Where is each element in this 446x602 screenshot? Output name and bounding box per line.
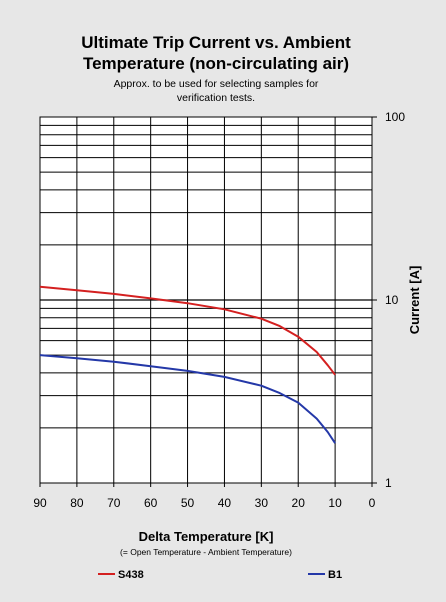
x-tick-label: 40 [218, 496, 232, 510]
legend-label-b1: B1 [328, 569, 342, 581]
series-line-b1 [39, 354, 336, 444]
y-tick-label: 10 [385, 293, 399, 307]
x-tick-label: 0 [369, 496, 376, 510]
series-line-s438 [39, 285, 336, 376]
legend: S438 B1 [98, 569, 342, 581]
x-tick-label: 20 [292, 496, 306, 510]
chart-subtitle: Approx. to be used for selecting samples… [114, 78, 319, 90]
x-tick-label: 70 [107, 496, 121, 510]
x-axis-note: (= Open Temperature - Ambient Temperatur… [120, 547, 292, 557]
x-tick-label: 10 [328, 496, 342, 510]
x-tick-label: 50 [181, 496, 195, 510]
y-axis-title: Current [A] [407, 266, 422, 335]
chart-title-line-2: Temperature (non-circulating air) [83, 54, 349, 73]
legend-label-s438: S438 [118, 569, 144, 581]
chart-subtitle-line-2: verification tests. [177, 92, 255, 104]
y-tick-label: 100 [385, 110, 405, 124]
x-tick-label: 30 [255, 496, 269, 510]
x-tick-label: 80 [70, 496, 84, 510]
chart-title: Ultimate Trip Current vs. Ambient [81, 33, 351, 52]
x-tick-label: 90 [33, 496, 47, 510]
x-tick-label: 60 [144, 496, 158, 510]
y-tick-label: 1 [385, 476, 392, 490]
x-axis-title: Delta Temperature [K] [139, 529, 274, 544]
